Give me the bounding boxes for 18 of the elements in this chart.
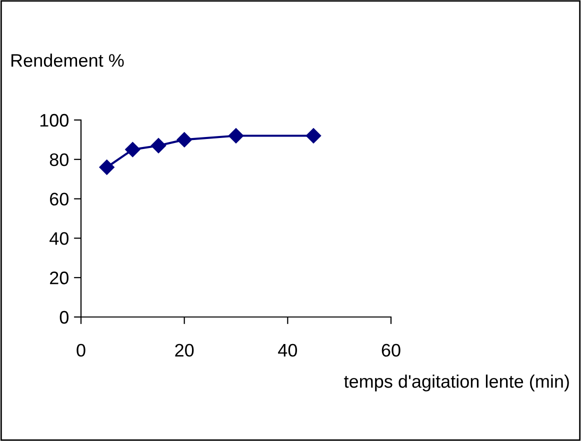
y-tick-label: 80 bbox=[50, 153, 68, 166]
point bbox=[125, 142, 140, 158]
x-tick-label: 60 bbox=[382, 344, 400, 357]
y-tick-label: 100 bbox=[40, 114, 68, 127]
x-tick-label: 20 bbox=[175, 344, 194, 357]
y-tick-label: 0 bbox=[60, 310, 68, 324]
y-tick-label: 40 bbox=[50, 232, 68, 245]
y-tick-label: 60 bbox=[50, 192, 68, 206]
point bbox=[150, 138, 166, 154]
point bbox=[228, 128, 244, 144]
x-axis-title: temps d'agitation lente (min) bbox=[344, 374, 569, 392]
point bbox=[176, 132, 192, 148]
y-axis-title: Rendement % bbox=[11, 54, 124, 67]
point bbox=[99, 160, 114, 175]
x-tick-label: 40 bbox=[278, 344, 298, 357]
y-tick-label: 20 bbox=[50, 272, 68, 284]
point bbox=[306, 128, 322, 144]
x-tick-label: 0 bbox=[76, 344, 86, 357]
